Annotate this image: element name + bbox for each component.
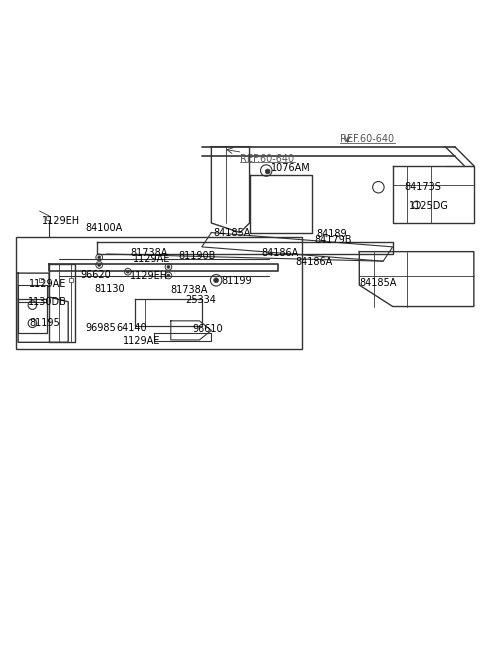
Circle shape bbox=[214, 278, 218, 283]
Circle shape bbox=[98, 264, 101, 266]
Text: 84186A: 84186A bbox=[295, 257, 332, 267]
Text: 81130: 81130 bbox=[95, 284, 125, 294]
Text: 84100A: 84100A bbox=[85, 223, 122, 233]
Circle shape bbox=[265, 169, 270, 174]
Text: 84179B: 84179B bbox=[314, 235, 351, 245]
Text: 81190B: 81190B bbox=[178, 251, 216, 262]
Text: 96620: 96620 bbox=[80, 270, 111, 279]
Text: 1129AE: 1129AE bbox=[29, 279, 66, 289]
Text: 1129EH: 1129EH bbox=[130, 270, 168, 281]
Text: 1129EH: 1129EH bbox=[42, 216, 80, 226]
Text: REF.60-640: REF.60-640 bbox=[340, 134, 395, 144]
Text: 1129AE: 1129AE bbox=[132, 254, 170, 264]
Text: 96610: 96610 bbox=[192, 325, 223, 335]
Bar bbox=[16, 237, 302, 350]
Text: 84185A: 84185A bbox=[360, 277, 396, 288]
Text: 84173S: 84173S bbox=[405, 182, 442, 192]
Text: 64140: 64140 bbox=[116, 323, 146, 333]
Text: 81738A: 81738A bbox=[130, 247, 168, 258]
Text: 81738A: 81738A bbox=[171, 285, 208, 295]
Text: 96985: 96985 bbox=[85, 323, 116, 333]
Text: 25334: 25334 bbox=[185, 295, 216, 305]
Circle shape bbox=[167, 274, 170, 277]
Text: 84189: 84189 bbox=[316, 228, 347, 239]
Text: REF.60-640: REF.60-640 bbox=[240, 154, 294, 163]
Circle shape bbox=[167, 266, 170, 268]
Text: 81199: 81199 bbox=[221, 276, 252, 286]
Text: 1076AM: 1076AM bbox=[271, 163, 311, 173]
Text: 84185A: 84185A bbox=[214, 228, 251, 237]
Circle shape bbox=[126, 270, 129, 273]
Text: 1129AE: 1129AE bbox=[123, 336, 160, 346]
Text: 84186A: 84186A bbox=[262, 247, 299, 258]
Circle shape bbox=[98, 256, 101, 259]
Text: 1130DB: 1130DB bbox=[28, 297, 67, 307]
Text: 1125DG: 1125DG bbox=[409, 201, 449, 211]
Text: 81195: 81195 bbox=[29, 318, 60, 328]
